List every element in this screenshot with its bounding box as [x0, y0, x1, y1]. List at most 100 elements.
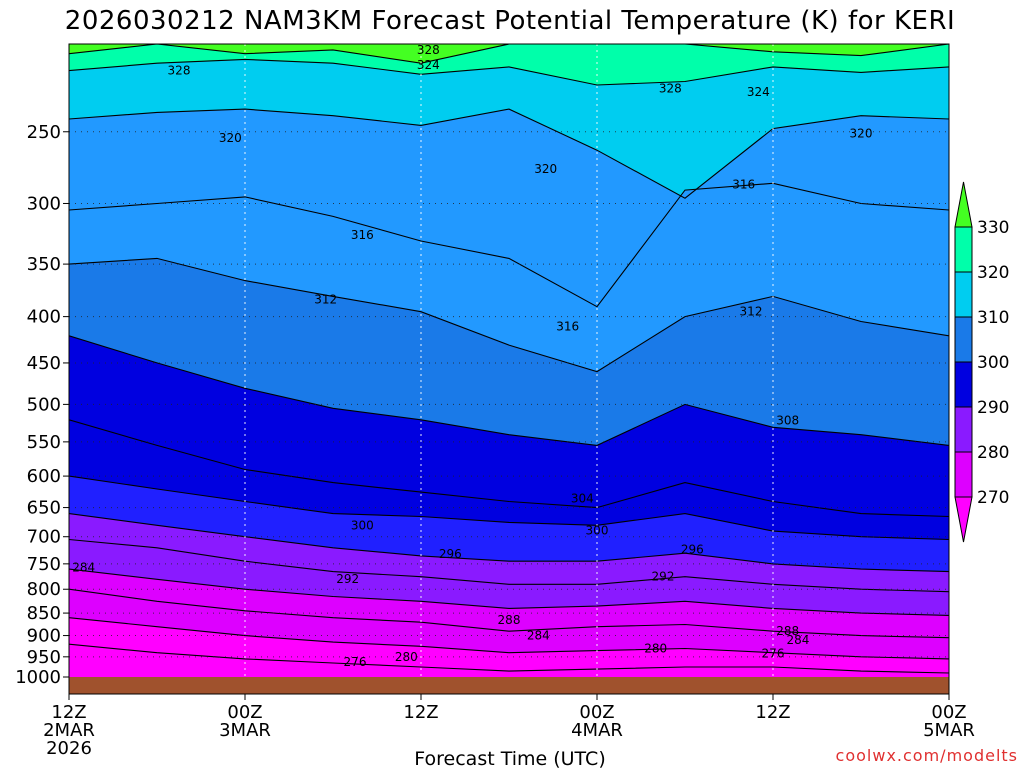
y-tick-label: 700	[27, 527, 61, 548]
contour-label: 276	[344, 655, 367, 669]
contour-label: 280	[395, 650, 418, 664]
y-tick-label: 400	[27, 307, 61, 328]
x-tick-label: 12Z	[755, 702, 790, 723]
contour-label: 320	[219, 131, 242, 145]
contour-label: 296	[681, 542, 704, 556]
contour-label: 312	[740, 305, 763, 319]
isentrope-328	[69, 44, 949, 64]
contour-label: 316	[732, 178, 755, 192]
contour-label: 284	[786, 633, 809, 647]
isentrope-292	[69, 538, 949, 593]
x-tick-label: 00Z	[579, 702, 614, 723]
isentrope-lines	[69, 44, 949, 674]
contour-label: 288	[498, 613, 521, 627]
ground-surface	[69, 677, 949, 694]
chart-title: 2026030212 NAM3KM Forecast Potential Tem…	[65, 6, 955, 36]
x-tick-label: 5MAR	[923, 720, 975, 741]
isentrope-316	[69, 182, 949, 308]
contour-label: 316	[351, 228, 374, 242]
x-tick-label: 2MAR	[43, 720, 95, 741]
x-tick-label: 3MAR	[219, 720, 271, 741]
colorbar-segment	[954, 451, 973, 498]
colorbar-segment	[954, 271, 973, 318]
contour-label: 320	[534, 162, 557, 176]
x-tick-label: 2026	[46, 738, 92, 759]
x-tick-label: 12Z	[51, 702, 86, 723]
isentrope-280	[69, 617, 949, 660]
contour-label: 288	[776, 624, 799, 638]
contour-label: 324	[417, 58, 440, 72]
y-tick-label: 650	[27, 498, 61, 519]
y-tick-label: 250	[27, 122, 61, 143]
band-below-276	[69, 644, 949, 677]
isentrope-284	[69, 588, 949, 639]
contour-label: 300	[586, 523, 609, 537]
colorbar-label: 270	[977, 488, 1009, 508]
contour-label: 328	[417, 43, 440, 57]
y-axis-pressure: 2503003504004505005506006507007508008509…	[15, 122, 69, 688]
contour-label: 324	[747, 85, 770, 99]
x-tick-label: 00Z	[227, 702, 262, 723]
isentrope-300	[69, 475, 949, 541]
contour-label: 296	[439, 547, 462, 561]
colorbar-top-arrow	[954, 181, 973, 228]
y-tick-label: 900	[27, 626, 61, 647]
y-tick-label: 750	[27, 554, 61, 575]
contour-label: 312	[314, 293, 337, 307]
colorbar-bottom-arrow	[954, 496, 973, 543]
contour-label: 328	[659, 82, 682, 96]
contour-label: 280	[644, 641, 667, 655]
x-tick-label: 00Z	[931, 702, 966, 723]
contour-label: 316	[556, 319, 579, 333]
isentrope-320	[69, 108, 949, 199]
isentrope-276	[69, 643, 949, 674]
y-tick-label: 800	[27, 579, 61, 600]
y-tick-label: 850	[27, 603, 61, 624]
colorbar-segment	[954, 361, 973, 408]
colorbar-label: 330	[977, 218, 1009, 238]
x-tick-label: 12Z	[403, 702, 438, 723]
credit-text: coolwx.com/modelts	[836, 746, 1018, 765]
contour-label: 328	[168, 64, 191, 78]
isentrope-308	[69, 335, 949, 446]
colorbar-label: 300	[977, 353, 1009, 373]
colorbar-label: 310	[977, 308, 1009, 328]
x-axis-label: Forecast Time (UTC)	[414, 748, 605, 768]
y-tick-label: 500	[27, 394, 61, 415]
colorbar-label: 280	[977, 443, 1009, 463]
y-tick-label: 350	[27, 254, 61, 275]
isentrope-312	[69, 257, 949, 373]
x-tick-label: 4MAR	[571, 720, 623, 741]
isentrope-304	[69, 419, 949, 518]
contour-label: 292	[652, 570, 675, 584]
colorbar-label: 320	[977, 263, 1009, 283]
y-tick-label: 550	[27, 432, 61, 453]
contour-label: 304	[571, 491, 594, 505]
y-tick-label: 600	[27, 466, 61, 487]
contour-label: 300	[351, 518, 374, 532]
isentrope-324	[69, 58, 949, 86]
plot-frame	[68, 43, 950, 695]
colorbar-segment	[954, 316, 973, 363]
colorbar: 330 320 310 300 290 280 270	[954, 181, 1009, 543]
colorbar-segment	[954, 226, 973, 273]
contour-label: 276	[762, 647, 785, 661]
y-tick-label: 450	[27, 353, 61, 374]
y-tick-label: 300	[27, 193, 61, 214]
isentrope-288	[69, 568, 949, 616]
contour-label: 308	[776, 414, 799, 428]
contour-label: 284	[527, 629, 550, 643]
contour-label: 284	[72, 561, 95, 575]
y-tick-label: 950	[27, 647, 61, 668]
isentrope-296	[69, 513, 949, 573]
y-tick-label: 1000	[15, 667, 61, 688]
colorbar-label: 290	[977, 398, 1009, 418]
contour-label: 292	[336, 572, 359, 586]
contour-label: 320	[850, 126, 873, 140]
theta-filled-bands	[69, 44, 949, 678]
colorbar-segment	[954, 406, 973, 453]
